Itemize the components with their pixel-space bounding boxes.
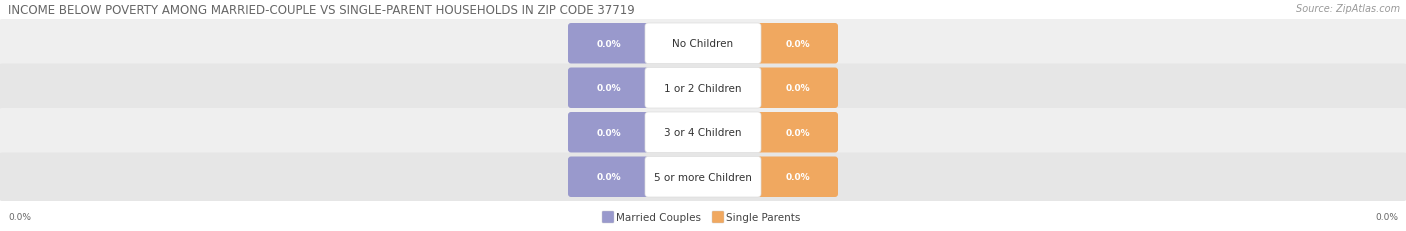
FancyBboxPatch shape <box>756 24 838 64</box>
Text: Single Parents: Single Parents <box>725 212 800 222</box>
FancyBboxPatch shape <box>756 157 838 197</box>
FancyBboxPatch shape <box>756 112 838 153</box>
Text: No Children: No Children <box>672 39 734 49</box>
FancyBboxPatch shape <box>645 24 761 64</box>
Text: 0.0%: 0.0% <box>785 173 810 182</box>
Text: 0.0%: 0.0% <box>596 128 621 137</box>
Text: INCOME BELOW POVERTY AMONG MARRIED-COUPLE VS SINGLE-PARENT HOUSEHOLDS IN ZIP COD: INCOME BELOW POVERTY AMONG MARRIED-COUPL… <box>8 4 634 17</box>
Text: 0.0%: 0.0% <box>8 213 31 222</box>
Text: Married Couples: Married Couples <box>616 212 702 222</box>
FancyBboxPatch shape <box>0 153 1406 201</box>
Text: 0.0%: 0.0% <box>596 173 621 182</box>
Text: 0.0%: 0.0% <box>1375 213 1398 222</box>
Text: 0.0%: 0.0% <box>596 84 621 93</box>
FancyBboxPatch shape <box>568 24 650 64</box>
Text: Source: ZipAtlas.com: Source: ZipAtlas.com <box>1296 4 1400 14</box>
FancyBboxPatch shape <box>568 157 650 197</box>
FancyBboxPatch shape <box>568 68 650 109</box>
Text: 1 or 2 Children: 1 or 2 Children <box>664 83 742 93</box>
FancyBboxPatch shape <box>711 211 724 223</box>
Text: 0.0%: 0.0% <box>785 128 810 137</box>
FancyBboxPatch shape <box>0 109 1406 157</box>
FancyBboxPatch shape <box>0 64 1406 112</box>
Text: 0.0%: 0.0% <box>785 84 810 93</box>
FancyBboxPatch shape <box>0 20 1406 68</box>
FancyBboxPatch shape <box>645 157 761 197</box>
Text: 0.0%: 0.0% <box>596 40 621 49</box>
FancyBboxPatch shape <box>568 112 650 153</box>
Text: 3 or 4 Children: 3 or 4 Children <box>664 128 742 138</box>
FancyBboxPatch shape <box>756 68 838 109</box>
Text: 0.0%: 0.0% <box>785 40 810 49</box>
FancyBboxPatch shape <box>645 68 761 109</box>
FancyBboxPatch shape <box>602 211 614 223</box>
FancyBboxPatch shape <box>645 112 761 153</box>
Text: 5 or more Children: 5 or more Children <box>654 172 752 182</box>
